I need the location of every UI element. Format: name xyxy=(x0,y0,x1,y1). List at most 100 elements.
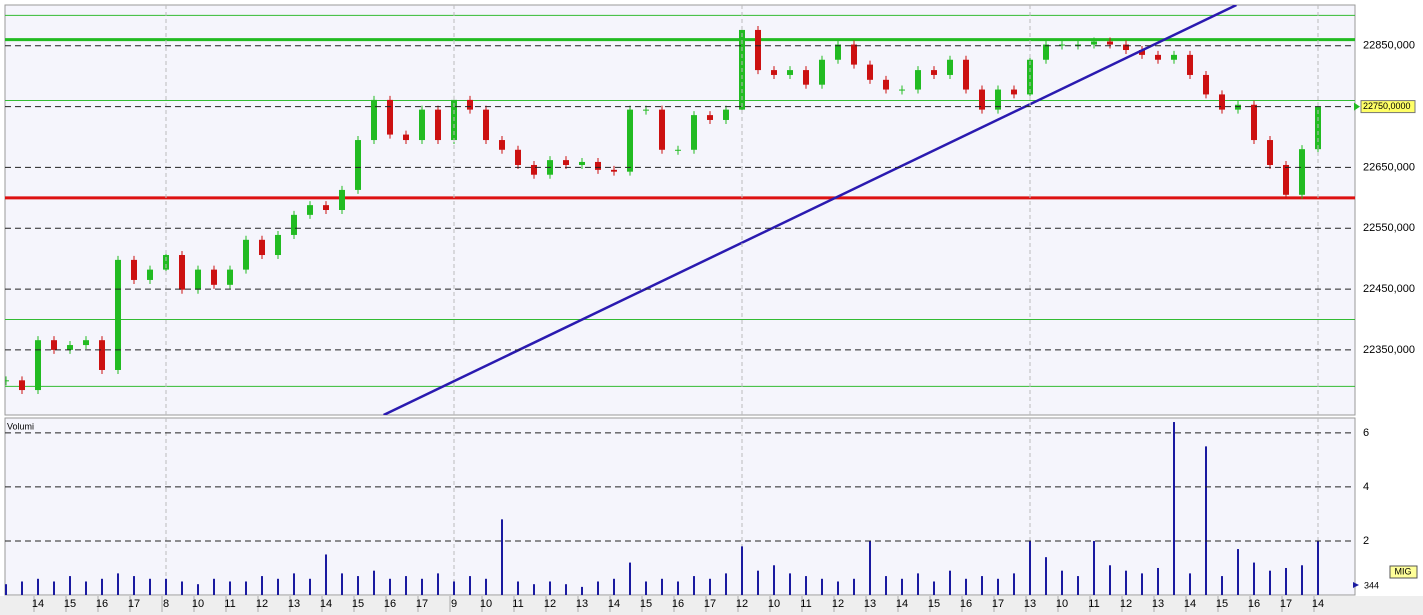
candle xyxy=(115,259,121,370)
candle xyxy=(35,340,41,391)
candle xyxy=(899,89,905,91)
volume-bar xyxy=(1045,557,1047,595)
price-panel xyxy=(4,4,1356,416)
candle xyxy=(19,380,25,391)
x-tick-label: 17 xyxy=(416,598,428,610)
candle xyxy=(819,59,825,85)
volume-bar xyxy=(149,578,151,595)
candle xyxy=(787,70,793,75)
volume-bar xyxy=(1221,576,1223,595)
volume-bar xyxy=(1077,576,1079,595)
volume-bar xyxy=(1253,562,1255,595)
candle xyxy=(1283,164,1289,195)
volume-bar xyxy=(341,573,343,595)
x-tick-label: 14 xyxy=(896,598,908,610)
volume-bar xyxy=(965,578,967,595)
candle xyxy=(771,70,777,75)
candle xyxy=(1267,140,1273,165)
candle xyxy=(387,99,393,135)
candle xyxy=(579,161,585,165)
volume-bar xyxy=(581,586,583,595)
trendline xyxy=(383,5,1237,415)
volume-bar xyxy=(1189,573,1191,595)
volume-bar xyxy=(917,573,919,595)
volume-bar xyxy=(69,576,71,595)
last-price-box xyxy=(1360,100,1416,114)
volume-bar xyxy=(293,573,295,595)
candle xyxy=(1251,104,1257,141)
x-tick-label: 14 xyxy=(32,598,44,610)
candle xyxy=(275,234,281,256)
volume-bar xyxy=(757,570,759,595)
candle xyxy=(595,161,601,170)
candle xyxy=(195,269,201,290)
volume-bar xyxy=(885,576,887,595)
candle xyxy=(1107,41,1113,45)
candle xyxy=(51,340,57,350)
candle xyxy=(323,205,329,210)
volume-bar xyxy=(805,576,807,595)
candle xyxy=(1299,149,1305,195)
y-tick-label: 22450,000 xyxy=(1363,283,1415,295)
candle xyxy=(531,164,537,175)
candle xyxy=(1059,44,1065,46)
candle xyxy=(963,59,969,90)
volume-bar xyxy=(837,581,839,595)
candle xyxy=(227,269,233,285)
arrow xyxy=(1353,582,1359,588)
x-tick-label: 16 xyxy=(96,598,108,610)
volume-bar xyxy=(933,581,935,595)
y-tick-label: 4 xyxy=(1363,481,1369,493)
x-tick-label: 17 xyxy=(992,598,1004,610)
candle xyxy=(979,89,985,110)
volume-bar xyxy=(1157,567,1159,595)
x-tick-label: 12 xyxy=(736,598,748,610)
volume-bar xyxy=(597,581,599,595)
candle xyxy=(83,340,89,346)
x-tick-label: 17 xyxy=(704,598,716,610)
y-tick-label: 22650,000 xyxy=(1363,161,1415,173)
candle xyxy=(1123,44,1129,51)
x-tick-label: 13 xyxy=(1024,598,1036,610)
volume-bar xyxy=(789,573,791,595)
volume-bar xyxy=(533,584,535,595)
volume-bar xyxy=(1205,446,1207,595)
x-tick-label: 16 xyxy=(384,598,396,610)
indicator-label: MIG xyxy=(1395,566,1412,576)
volume-bar xyxy=(309,578,311,595)
x-tick-label: 11 xyxy=(800,598,811,610)
candle xyxy=(1139,50,1145,55)
candle xyxy=(99,340,105,370)
volume-bar xyxy=(997,578,999,595)
volume-bar xyxy=(1173,422,1175,595)
volume-bar xyxy=(389,578,391,595)
volume-bar xyxy=(645,581,647,595)
volume-bar xyxy=(85,581,87,595)
volume-bar xyxy=(853,578,855,595)
volume-bar xyxy=(901,578,903,595)
volume-bar xyxy=(501,519,503,595)
candle xyxy=(291,214,297,235)
candle xyxy=(707,115,713,120)
volume-panel xyxy=(4,417,1356,596)
candle xyxy=(211,269,217,285)
volume-bar xyxy=(725,573,727,595)
candle xyxy=(931,70,937,75)
x-tick-label: 12 xyxy=(832,598,844,610)
candle xyxy=(259,239,265,256)
volume-bar xyxy=(165,578,167,595)
candle xyxy=(163,255,169,270)
volume-bar xyxy=(1029,540,1031,595)
x-tick-label: 13 xyxy=(576,598,588,610)
volume-bar xyxy=(741,546,743,595)
x-tick-label: 11 xyxy=(224,598,235,610)
x-tick-label: 17 xyxy=(128,598,140,610)
volume-bar xyxy=(245,581,247,595)
y-tick-label: 22350,000 xyxy=(1363,344,1415,356)
candle xyxy=(803,70,809,85)
candle xyxy=(307,205,313,215)
candle xyxy=(627,109,633,172)
volume-bar xyxy=(709,578,711,595)
volume-bar xyxy=(261,576,263,595)
